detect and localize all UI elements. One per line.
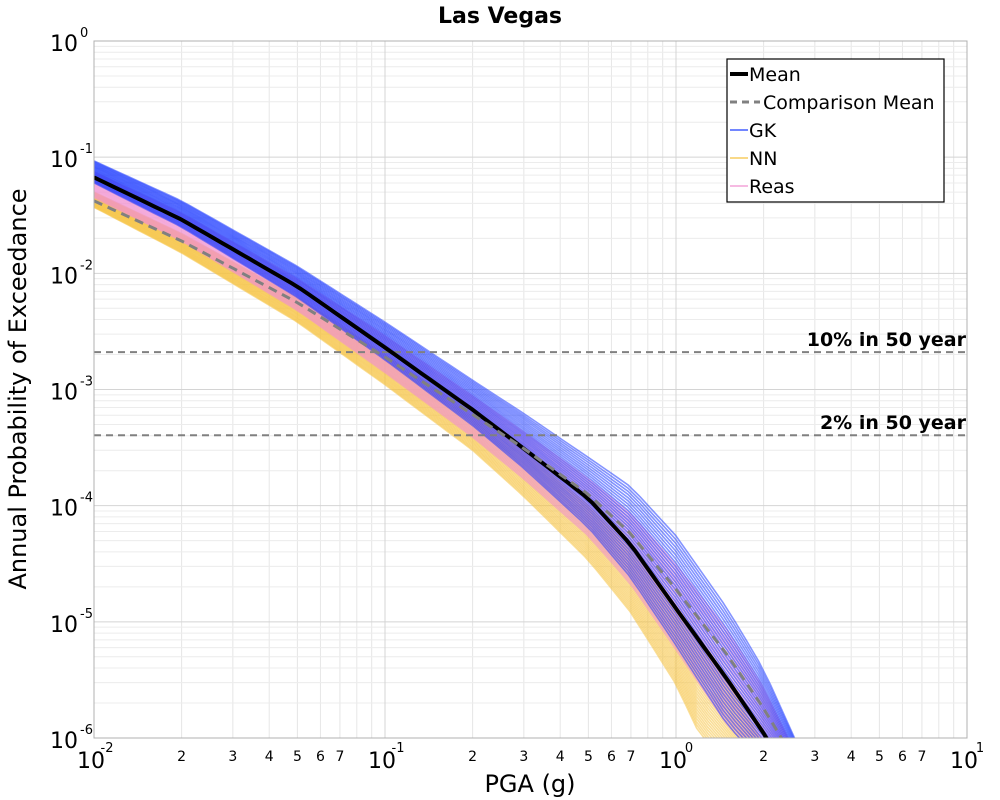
- band-curve: [94, 172, 775, 738]
- y-tick-label: 10: [50, 497, 78, 522]
- x-minor-tick-label: 3: [810, 749, 819, 765]
- x-minor-tick-label: 3: [228, 749, 237, 765]
- x-minor-tick-label: 7: [626, 749, 635, 765]
- band-curve: [94, 168, 784, 738]
- x-minor-tick-label: 2: [468, 749, 477, 765]
- x-minor-tick-label: 2: [759, 749, 768, 765]
- legend-label: Mean: [749, 64, 801, 86]
- x-minor-tick-label: 7: [335, 749, 344, 765]
- x-minor-tick-label: 4: [265, 749, 274, 765]
- band-curve: [94, 169, 782, 738]
- band-curve: [94, 160, 795, 738]
- x-minor-tick-label: 2: [177, 749, 186, 765]
- plot-frame: [93, 40, 968, 739]
- x-minor-tick-label: 7: [917, 749, 926, 765]
- y-tick-label: 10: [50, 264, 78, 289]
- mean-line: [94, 175, 769, 738]
- x-tick-exponent: 1: [976, 741, 984, 756]
- band-curve: [94, 164, 790, 738]
- band-curve: [94, 194, 747, 738]
- y-tick-label: 10: [50, 148, 78, 173]
- y-tick-exponent: -5: [80, 607, 93, 622]
- legend-label: GK: [749, 120, 777, 142]
- y-tick-label: 10: [50, 32, 78, 57]
- band-curve: [94, 167, 785, 738]
- reference-line-label: 2% in 50 year: [820, 412, 967, 434]
- band-curve: [94, 179, 755, 738]
- band-curve: [94, 181, 745, 738]
- x-axis-label: PGA (g): [484, 770, 575, 798]
- x-tick-label: 10: [950, 749, 978, 774]
- x-minor-tick-label: 6: [316, 749, 325, 765]
- x-minor-tick-label: 4: [556, 749, 565, 765]
- x-tick-exponent: -1: [392, 741, 405, 756]
- band-curve: [94, 190, 759, 738]
- x-tick-label: 10: [368, 749, 396, 774]
- band-curve: [94, 180, 748, 738]
- legend: Mean Comparison Mean GK NN Reas: [726, 58, 945, 203]
- band-curve: [94, 165, 789, 738]
- y-axis-label: Annual Probability of Exceedance: [4, 188, 32, 589]
- x-tick-exponent: 0: [685, 741, 693, 756]
- y-tick-exponent: -4: [80, 491, 93, 506]
- x-minor-tick-label: 4: [847, 749, 856, 765]
- band-curve: [94, 163, 792, 738]
- reference-lines: 10% in 50 year 2% in 50 year: [94, 329, 967, 437]
- x-minor-tick-label: 6: [607, 749, 616, 765]
- x-minor-tick-label: 3: [519, 749, 528, 765]
- band-curve: [94, 171, 777, 738]
- band-curve: [94, 160, 796, 738]
- y-tick-label: 10: [50, 729, 78, 754]
- legend-label: NN: [749, 148, 777, 170]
- y-tick-exponent: -2: [80, 258, 93, 273]
- x-minor-tick-label: 5: [875, 749, 884, 765]
- y-tick-exponent: 0: [80, 26, 88, 41]
- band-curve: [94, 182, 741, 738]
- y-tick-label: 10: [50, 613, 78, 638]
- comparison-mean-line: [94, 199, 784, 738]
- band-curve: [94, 167, 787, 738]
- y-tick-exponent: -3: [80, 375, 93, 390]
- mean-lines: [94, 175, 784, 738]
- chart-title: Las Vegas: [438, 4, 562, 29]
- band-curve: [94, 164, 791, 738]
- grid: [93, 40, 968, 739]
- x-tick-exponent: -2: [101, 741, 114, 756]
- x-tick-label: 10: [659, 749, 687, 774]
- y-tick-exponent: -1: [80, 142, 93, 157]
- x-minor-tick-label: 5: [584, 749, 593, 765]
- y-tick-label: 10: [50, 381, 78, 406]
- reference-line-label: 10% in 50 year: [807, 329, 967, 351]
- legend-box: [726, 58, 945, 203]
- legend-label: Comparison Mean: [763, 92, 935, 114]
- legend-label: Reas: [749, 176, 795, 198]
- x-minor-tick-label: 5: [293, 749, 302, 765]
- x-tick-label: 10: [77, 749, 105, 774]
- band-curve: [94, 162, 793, 738]
- x-minor-tick-label: 6: [898, 749, 907, 765]
- band-curve: [94, 196, 741, 738]
- y-tick-exponent: -6: [80, 723, 93, 738]
